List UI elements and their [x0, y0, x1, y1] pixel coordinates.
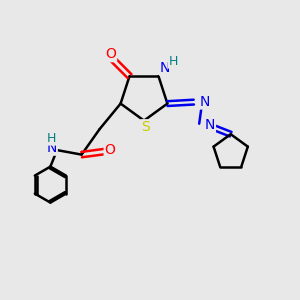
Text: N: N	[160, 61, 170, 75]
Text: H: H	[169, 55, 178, 68]
Text: H: H	[47, 132, 56, 145]
Text: O: O	[105, 47, 116, 61]
Text: S: S	[141, 120, 150, 134]
Text: N: N	[205, 118, 215, 132]
Text: O: O	[105, 143, 116, 157]
Text: N: N	[199, 94, 210, 109]
Text: N: N	[46, 141, 57, 155]
